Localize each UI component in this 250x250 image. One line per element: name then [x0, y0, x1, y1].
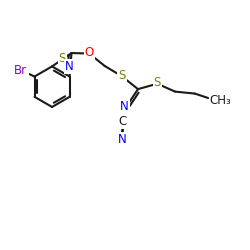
Text: S: S — [154, 76, 161, 89]
Text: CH₃: CH₃ — [210, 94, 232, 107]
Text: S: S — [118, 69, 126, 82]
Text: N: N — [118, 133, 126, 146]
Text: N: N — [120, 100, 128, 114]
Text: S: S — [58, 52, 66, 65]
Text: Br: Br — [14, 64, 28, 77]
Text: O: O — [85, 46, 94, 59]
Text: N: N — [65, 60, 74, 73]
Text: C: C — [118, 115, 127, 128]
